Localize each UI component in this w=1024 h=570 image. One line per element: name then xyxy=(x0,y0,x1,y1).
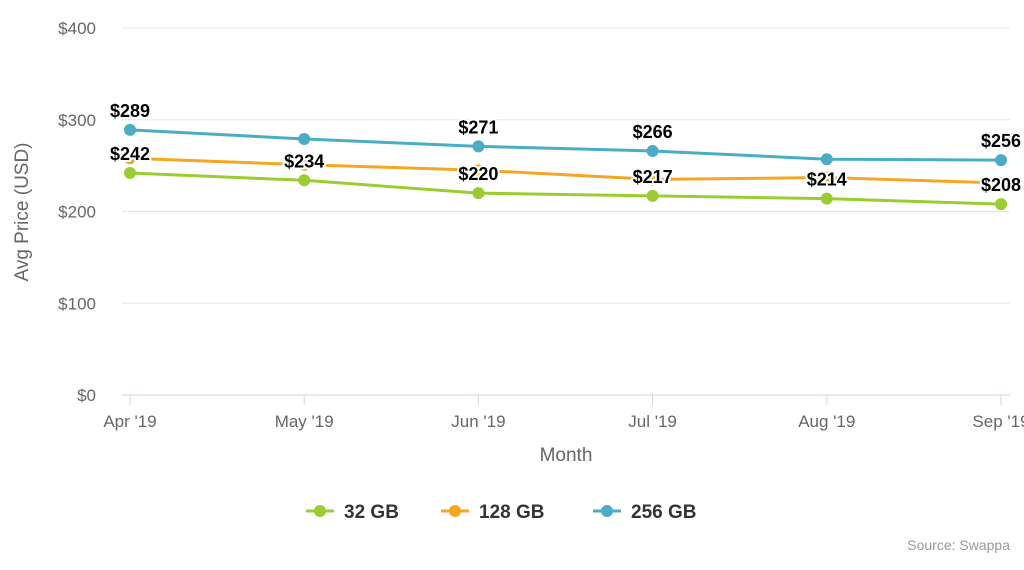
x-tick-label: Jul '19 xyxy=(628,412,677,431)
data-point[interactable] xyxy=(820,192,833,205)
legend-label: 256 GB xyxy=(631,502,696,523)
x-axis-title: Month xyxy=(540,445,593,466)
data-point[interactable] xyxy=(298,133,311,146)
data-label: $256 xyxy=(981,131,1021,151)
data-label: $220 xyxy=(458,164,498,184)
data-point[interactable] xyxy=(820,153,833,166)
data-point[interactable] xyxy=(995,198,1007,211)
axes: $0 $100 $200 $300 $400 Apr '19 May '19 Jun '19 J… xyxy=(58,19,1024,431)
data-point[interactable] xyxy=(646,144,659,157)
data-point[interactable] xyxy=(298,158,311,171)
data-point[interactable] xyxy=(472,164,485,177)
legend-swatch-marker xyxy=(601,505,613,517)
y-tick-label: $200 xyxy=(58,203,96,222)
data-point[interactable] xyxy=(472,187,485,200)
data-label: $266 xyxy=(633,122,673,142)
series-32-gb xyxy=(124,166,1007,211)
data-point[interactable] xyxy=(995,154,1007,167)
x-tick-label: Sep '19 xyxy=(972,412,1024,431)
series-128-gb xyxy=(124,152,1007,190)
series-line xyxy=(129,171,1002,206)
series-line xyxy=(129,156,1002,185)
data-point[interactable] xyxy=(472,140,485,153)
data-point[interactable] xyxy=(820,171,833,184)
data-label: $271 xyxy=(458,117,498,137)
y-tick-label: $100 xyxy=(58,294,96,313)
data-label: $214 xyxy=(807,170,847,190)
y-tick-label: $400 xyxy=(58,19,96,38)
data-point[interactable] xyxy=(646,189,659,202)
series-256-gb xyxy=(124,123,1007,167)
x-tick-label: Apr '19 xyxy=(103,412,156,431)
x-tick-label: May '19 xyxy=(275,412,334,431)
data-label: $208 xyxy=(981,175,1021,195)
legend-item-32-gb[interactable]: 32 GB xyxy=(306,502,399,523)
legend-item-256-gb[interactable]: 256 GB xyxy=(593,502,696,523)
grid-lines xyxy=(122,27,1010,304)
source-credit: Source: Swappa xyxy=(907,537,1010,553)
data-point[interactable] xyxy=(995,177,1007,190)
legend-label: 32 GB xyxy=(344,502,399,523)
x-tick-label: Jun '19 xyxy=(451,412,505,431)
data-point[interactable] xyxy=(124,152,136,165)
legend-label: 128 GB xyxy=(479,502,544,523)
data-labels: $242 $234 $220 $217 $214 $208 $289 $271 $266 $256 xyxy=(108,99,1023,197)
data-label: $234 xyxy=(284,151,324,171)
data-point[interactable] xyxy=(124,166,136,179)
data-label: $242 xyxy=(110,144,150,164)
legend-item-128-gb[interactable]: 128 GB xyxy=(441,502,544,523)
legend-swatch-marker xyxy=(449,505,461,517)
legend[interactable]: 32 GB 128 GB 256 GB xyxy=(306,502,696,523)
data-point[interactable] xyxy=(298,174,311,187)
data-point[interactable] xyxy=(646,173,659,186)
y-tick-label: $0 xyxy=(77,386,96,405)
legend-swatch-marker xyxy=(314,505,326,517)
data-label: $289 xyxy=(110,101,150,121)
y-tick-label: $300 xyxy=(58,111,96,130)
data-point[interactable] xyxy=(124,123,136,136)
x-tick-label: Aug '19 xyxy=(798,412,855,431)
series-lines xyxy=(124,123,1007,211)
y-axis-title: Avg Price (USD) xyxy=(12,142,33,281)
series-line xyxy=(129,128,1002,162)
data-label: $217 xyxy=(633,167,673,187)
